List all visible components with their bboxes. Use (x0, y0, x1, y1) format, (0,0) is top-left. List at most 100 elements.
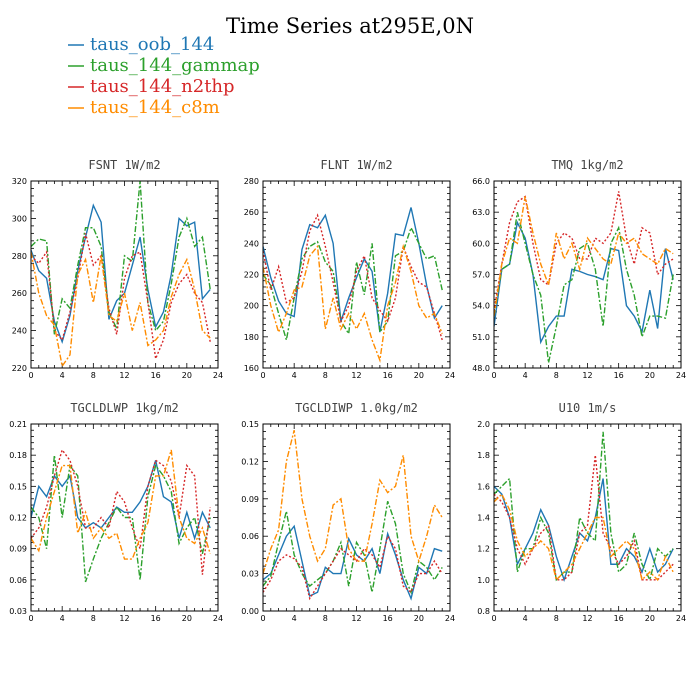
series-line-taus_144_n2thp (31, 448, 211, 575)
x-tick-label: 8 (323, 614, 328, 623)
x-tick-label: 24 (213, 371, 223, 380)
x-tick-label: 24 (676, 614, 686, 623)
legend-label-taus_144_c8m: taus_144_c8m (90, 97, 220, 118)
x-tick-label: 0 (491, 614, 496, 623)
x-tick-label: 16 (151, 371, 161, 380)
y-tick-label: 180 (244, 333, 259, 342)
panel-title: U10 1m/s (559, 401, 617, 415)
series-line-taus_144_n2thp (494, 191, 674, 311)
y-tick-label: 300 (12, 214, 27, 223)
series-line-taus_144_gammap (494, 212, 674, 363)
series-line-taus_144_gammap (263, 501, 443, 595)
y-tick-label: 0.12 (241, 457, 259, 466)
y-tick-label: 220 (12, 364, 27, 373)
y-tick-label: 51.0 (472, 333, 490, 342)
y-tick-label: 320 (12, 177, 27, 186)
x-tick-label: 12 (351, 614, 361, 623)
panel-3: TGCLDLWP 1kg/m2 0 4 8 12 16 20 24 0.03 0.06 0.09 0.… (9, 401, 223, 623)
y-tick-label: 0.03 (241, 570, 259, 579)
y-tick-label: 0.09 (9, 545, 27, 554)
y-tick-label: 66.0 (472, 177, 490, 186)
panel-4: TGCLDIWP 1.0kg/m2 0 4 8 12 16 20 24 0.00 0.03 0.06… (241, 401, 455, 623)
y-tick-label: 54.0 (472, 302, 490, 311)
plot-frame (493, 423, 682, 612)
y-tick-label: 57.0 (472, 271, 490, 280)
series-line-taus_oob_144 (263, 524, 443, 601)
series-line-taus_oob_144 (31, 460, 211, 541)
series-line-taus_144_c8m (31, 251, 211, 368)
legend: taus_oob_144taus_144_gammaptaus_144_n2th… (68, 34, 260, 118)
x-tick-label: 8 (554, 614, 559, 623)
y-tick-label: 1.4 (477, 514, 490, 523)
series-line-taus_144_c8m (494, 492, 674, 582)
y-tick-label: 280 (244, 177, 259, 186)
plot-frame (30, 423, 219, 612)
y-tick-label: 1.0 (477, 576, 490, 585)
y-tick-label: 0.21 (9, 420, 27, 429)
x-tick-label: 8 (91, 614, 96, 623)
y-tick-label: 1.8 (477, 451, 490, 460)
x-tick-label: 0 (260, 371, 265, 380)
series-line-taus_oob_144 (494, 478, 674, 583)
y-tick-label: 200 (244, 302, 259, 311)
y-tick-label: 0.00 (241, 607, 259, 616)
x-tick-label: 4 (292, 614, 297, 623)
x-tick-label: 0 (491, 371, 496, 380)
y-tick-label: 280 (12, 252, 27, 261)
x-tick-label: 16 (383, 371, 393, 380)
x-tick-label: 12 (119, 371, 129, 380)
x-tick-label: 8 (323, 371, 328, 380)
panel-title: FLNT 1W/m2 (320, 158, 392, 172)
series-line-taus_144_n2thp (263, 213, 443, 341)
y-tick-label: 160 (244, 364, 259, 373)
y-tick-label: 60.0 (472, 239, 490, 248)
plot-frame (493, 180, 682, 369)
x-tick-label: 12 (351, 371, 361, 380)
y-tick-label: 63.0 (472, 208, 490, 217)
x-tick-label: 12 (119, 614, 129, 623)
x-tick-label: 4 (523, 614, 528, 623)
panel-title: TGCLDLWP 1kg/m2 (70, 401, 178, 415)
y-tick-label: 48.0 (472, 364, 490, 373)
y-tick-label: 0.09 (241, 495, 259, 504)
x-tick-label: 16 (151, 614, 161, 623)
x-tick-label: 20 (182, 371, 192, 380)
plot-frame (30, 180, 219, 369)
panel-title: TMQ 1kg/m2 (551, 158, 623, 172)
x-tick-label: 0 (260, 614, 265, 623)
x-tick-label: 4 (60, 371, 65, 380)
legend-label-taus_144_n2thp: taus_144_n2thp (90, 76, 235, 97)
y-tick-label: 0.8 (477, 607, 490, 616)
panel-1: FLNT 1W/m2 0 4 8 12 16 20 24 160 180 200 220 240 260 2… (244, 158, 455, 380)
x-tick-label: 20 (645, 614, 655, 623)
x-tick-label: 0 (28, 371, 33, 380)
y-tick-label: 0.12 (9, 514, 27, 523)
x-tick-label: 20 (414, 371, 424, 380)
series-line-taus_144_n2thp (494, 455, 674, 581)
x-tick-label: 20 (182, 614, 192, 623)
x-tick-label: 4 (60, 614, 65, 623)
y-tick-label: 0.06 (241, 532, 259, 541)
x-tick-label: 8 (91, 371, 96, 380)
y-tick-label: 0.06 (9, 576, 27, 585)
y-tick-label: 0.18 (9, 451, 27, 460)
y-tick-label: 220 (244, 271, 259, 280)
x-tick-label: 4 (292, 371, 297, 380)
series-line-taus_144_c8m (31, 449, 211, 560)
y-tick-label: 0.03 (9, 607, 27, 616)
y-tick-label: 0.15 (9, 482, 27, 491)
plot-frame (262, 423, 451, 612)
y-tick-label: 1.2 (477, 545, 490, 554)
y-tick-label: 240 (12, 327, 27, 336)
figure-title: Time Series at295E,0N (226, 14, 474, 38)
series-line-taus_oob_144 (263, 207, 443, 333)
x-tick-label: 16 (614, 371, 624, 380)
x-tick-label: 0 (28, 614, 33, 623)
series-line-taus_144_c8m (263, 430, 443, 574)
x-tick-label: 8 (554, 371, 559, 380)
y-tick-label: 2.0 (477, 420, 490, 429)
y-tick-label: 260 (244, 208, 259, 217)
panel-title: TGCLDIWP 1.0kg/m2 (295, 401, 418, 415)
series-line-taus_144_gammap (31, 181, 211, 335)
panel-2: TMQ 1kg/m2 0 4 8 12 16 20 24 48.0 51.0 54.0 57.0 60.… (472, 158, 686, 380)
